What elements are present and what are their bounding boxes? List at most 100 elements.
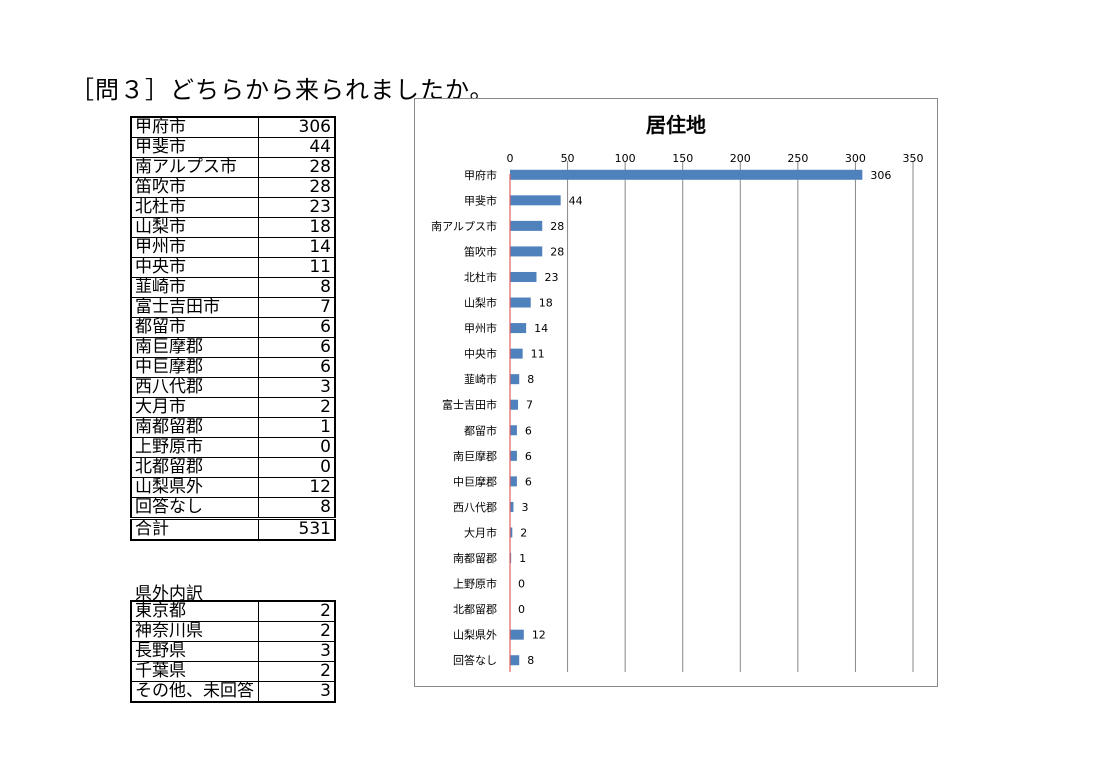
table-row: 北杜市 23: [130, 197, 336, 218]
row-value: 2: [258, 661, 336, 682]
x-tick-label: 300: [845, 152, 866, 165]
table-row: 笛吹市 28: [130, 177, 336, 198]
table-row: 長野県 3: [130, 641, 336, 662]
data-label: 28: [550, 220, 564, 233]
row-label: 中巨摩郡: [130, 357, 259, 378]
row-value: 28: [258, 177, 336, 198]
row-label: 甲斐市: [130, 137, 259, 158]
table-row: 富士吉田市 7: [130, 297, 336, 318]
residence-chart: 居住地 0 50 100 150 200 250 300 350 甲府市 306 甲斐市 44 南アルプス…: [414, 98, 938, 687]
data-label: 8: [527, 373, 534, 386]
row-value: 6: [258, 357, 336, 378]
table-row: 中巨摩郡 6: [130, 357, 336, 378]
data-label: 7: [526, 399, 533, 412]
row-value: 531: [258, 517, 336, 541]
category-label: 甲州市: [464, 321, 497, 335]
residence-table: 甲府市 306 甲斐市 44 南アルプス市 28 笛吹市 28 北杜市 23 山梨市 18 甲州市 14 中…: [130, 116, 336, 541]
row-label: 合計: [130, 517, 259, 541]
data-label: 0: [518, 603, 525, 616]
table-row: 都留市 6: [130, 317, 336, 338]
data-label: 6: [525, 424, 532, 437]
data-label: 28: [550, 245, 564, 258]
bar: [510, 425, 517, 436]
table-row: 回答なし 8: [130, 497, 336, 519]
row-label: 上野原市: [130, 437, 259, 458]
row-value: 23: [258, 197, 336, 218]
row-value: 1: [258, 417, 336, 438]
bar: [510, 169, 863, 180]
row-label: 西八代郡: [130, 377, 259, 398]
row-value: 306: [258, 116, 336, 138]
category-label: 北都留郡: [453, 603, 497, 616]
x-tick-label: 150: [672, 152, 693, 165]
row-label: 南アルプス市: [130, 157, 259, 178]
data-label: 8: [527, 654, 534, 667]
row-value: 0: [258, 457, 336, 478]
category-label: 南都留郡: [453, 552, 497, 565]
data-label: 11: [531, 348, 545, 361]
data-label: 1: [519, 552, 526, 565]
row-label: 都留市: [130, 317, 259, 338]
x-tick-label: 50: [561, 152, 575, 165]
row-value: 2: [258, 600, 336, 622]
data-label: 306: [870, 169, 891, 182]
row-value: 14: [258, 237, 336, 258]
row-label: 中央市: [130, 257, 259, 278]
category-label: 南アルプス市: [431, 219, 497, 233]
category-label: 山梨市: [464, 296, 497, 310]
row-value: 8: [258, 497, 336, 519]
row-value: 6: [258, 337, 336, 358]
row-value: 2: [258, 621, 336, 642]
bar: [510, 655, 520, 666]
x-tick-label: 250: [787, 152, 808, 165]
category-label: 甲府市: [464, 168, 497, 182]
table-row: 中央市 11: [130, 257, 336, 278]
row-label: 笛吹市: [130, 177, 259, 198]
row-label: 山梨県外: [130, 477, 259, 498]
bar: [510, 450, 517, 461]
category-label: 笛吹市: [464, 244, 497, 258]
bar: [510, 476, 517, 487]
row-value: 6: [258, 317, 336, 338]
category-label: 韮崎市: [464, 372, 497, 386]
table-row: 南都留郡 1: [130, 417, 336, 438]
chart-title: 居住地: [646, 113, 706, 137]
x-tick-label: 0: [507, 152, 514, 165]
out-of-pref-table: 東京都 2 神奈川県 2 長野県 3 千葉県 2 その他、未回答 3: [130, 600, 336, 703]
table-row: 北都留郡 0: [130, 457, 336, 478]
row-value: 7: [258, 297, 336, 318]
data-label: 6: [525, 475, 532, 488]
category-label: 回答なし: [453, 653, 497, 667]
table-row: 大月市 2: [130, 397, 336, 418]
table-row: 西八代郡 3: [130, 377, 336, 398]
row-value: 18: [258, 217, 336, 238]
table-row: 韮崎市 8: [130, 277, 336, 298]
row-value: 2: [258, 397, 336, 418]
row-value: 28: [258, 157, 336, 178]
bar: [510, 527, 513, 538]
row-value: 44: [258, 137, 336, 158]
row-label: 神奈川県: [130, 621, 259, 642]
row-value: 0: [258, 437, 336, 458]
out-of-pref-caption: 県外内訳: [135, 584, 203, 604]
data-label: 14: [534, 322, 548, 335]
bar: [510, 501, 514, 512]
row-value: 12: [258, 477, 336, 498]
total-row: 合計 531: [130, 517, 336, 541]
bar: [510, 399, 519, 410]
data-label: 2: [520, 526, 527, 539]
table-row: 甲府市 306: [130, 116, 336, 138]
row-label: 東京都: [130, 600, 259, 622]
category-label: 中央市: [464, 347, 497, 361]
table-row: 神奈川県 2: [130, 621, 336, 642]
bar: [510, 323, 527, 334]
data-label: 44: [569, 194, 583, 207]
category-label: 西八代郡: [453, 501, 497, 514]
data-label: 3: [521, 501, 528, 514]
bar: [510, 195, 561, 206]
table-row: 東京都 2: [130, 600, 336, 622]
data-label: 23: [544, 271, 558, 284]
row-value: 8: [258, 277, 336, 298]
row-label: 長野県: [130, 641, 259, 662]
